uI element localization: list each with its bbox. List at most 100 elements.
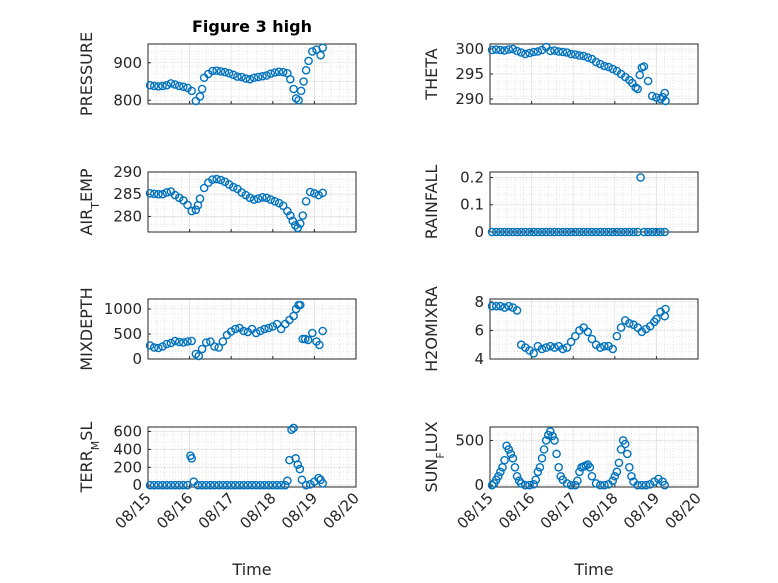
data-point xyxy=(193,480,203,490)
data-point xyxy=(550,46,559,55)
y-tick-label: 500 xyxy=(113,325,142,343)
data-point xyxy=(529,47,538,57)
data-point xyxy=(174,480,184,490)
data-point xyxy=(491,227,501,237)
data-point xyxy=(562,479,572,488)
data-point xyxy=(637,480,647,490)
data-point xyxy=(661,96,670,106)
y-tick-label: 200 xyxy=(113,458,142,476)
data-point xyxy=(608,476,618,486)
data-point xyxy=(149,189,159,199)
x-tick-label: 08/19 xyxy=(620,489,663,532)
data-point xyxy=(295,219,305,228)
data-point xyxy=(278,67,288,77)
figure-title: Figure 3 high xyxy=(192,17,312,36)
data-point xyxy=(304,56,313,66)
y-axis-label-7: SUNFLUX xyxy=(422,421,447,492)
data-point xyxy=(595,480,605,490)
data-point xyxy=(222,480,232,490)
data-point xyxy=(154,343,163,353)
data-point xyxy=(546,341,555,351)
data-point xyxy=(504,227,514,237)
data-point xyxy=(241,74,251,83)
data-point xyxy=(288,216,298,226)
data-point xyxy=(276,324,286,334)
x-tick-label: 08/18 xyxy=(236,489,279,532)
data-point xyxy=(179,338,188,347)
data-point xyxy=(212,174,221,184)
data-point xyxy=(194,351,204,361)
data-point xyxy=(554,462,563,472)
axes-frame xyxy=(489,171,699,233)
data-point xyxy=(579,51,588,61)
x-tick-label: 08/20 xyxy=(662,489,705,532)
data-point xyxy=(600,227,609,237)
data-point xyxy=(612,227,622,237)
y-tick-label: 0 xyxy=(474,223,484,241)
data-point xyxy=(256,480,265,490)
data-point xyxy=(533,467,543,477)
data-point xyxy=(299,77,308,86)
data-point xyxy=(610,471,620,481)
data-point xyxy=(579,227,588,237)
data-point xyxy=(496,45,505,55)
data-point xyxy=(521,480,530,490)
data-point xyxy=(521,49,530,59)
data-point xyxy=(652,93,661,102)
data-point xyxy=(231,480,240,490)
data-point xyxy=(166,79,176,88)
data-point xyxy=(290,221,300,230)
data-point xyxy=(516,48,526,57)
data-point xyxy=(316,50,325,60)
data-point xyxy=(262,71,271,80)
data-point xyxy=(500,455,509,465)
data-point xyxy=(301,65,311,75)
data-point xyxy=(318,188,328,198)
x-tick-label: 08/15 xyxy=(112,489,155,532)
data-point xyxy=(291,94,301,103)
data-point xyxy=(278,201,288,211)
data-point xyxy=(179,480,188,490)
y-tick-label: 0 xyxy=(132,350,142,368)
data-point xyxy=(512,306,522,315)
data-point xyxy=(249,73,259,83)
data-point xyxy=(272,480,282,490)
y-tick-label: 6 xyxy=(474,321,484,339)
data-point xyxy=(533,227,543,237)
data-point xyxy=(643,227,653,237)
data-point xyxy=(295,300,305,310)
y-tick-label: 500 xyxy=(455,431,484,449)
x-tick-label: 08/19 xyxy=(278,489,321,532)
data-point xyxy=(620,439,630,449)
data-point xyxy=(604,227,613,237)
data-point xyxy=(283,476,292,486)
data-point xyxy=(308,328,317,338)
data-point xyxy=(491,45,501,54)
data-point xyxy=(516,227,526,237)
data-point xyxy=(268,322,278,331)
data-point xyxy=(293,223,303,233)
data-point xyxy=(233,72,242,81)
data-point xyxy=(562,343,572,352)
data-point xyxy=(310,189,319,198)
y-axis-label-2: AIRTEMP xyxy=(77,168,102,235)
data-point xyxy=(529,348,538,358)
data-point xyxy=(656,94,665,104)
data-point xyxy=(591,227,601,237)
data-point xyxy=(627,471,636,481)
data-point xyxy=(245,74,255,84)
data-point xyxy=(149,343,159,352)
data-point xyxy=(231,324,240,334)
data-point xyxy=(535,462,545,472)
data-point xyxy=(154,82,163,91)
data-point xyxy=(612,331,622,341)
data-point xyxy=(253,72,263,82)
data-point xyxy=(616,445,626,454)
data-point xyxy=(201,480,211,490)
data-point xyxy=(508,454,518,463)
data-point xyxy=(298,334,308,344)
data-point xyxy=(537,227,547,237)
data-point xyxy=(625,318,634,328)
data-point xyxy=(633,227,642,237)
data-point xyxy=(554,47,563,56)
